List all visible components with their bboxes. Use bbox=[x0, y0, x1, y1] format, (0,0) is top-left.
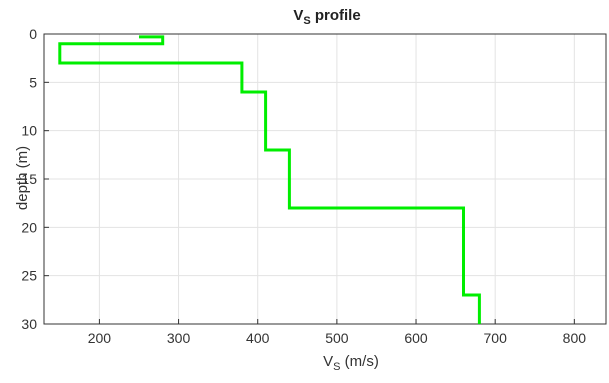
x-tick-label: 400 bbox=[246, 330, 270, 346]
y-tick-label: 0 bbox=[29, 26, 37, 42]
y-tick-label: 15 bbox=[21, 171, 37, 187]
y-axis: 0 5 10 15 20 25 30 bbox=[21, 26, 49, 332]
y-tick-label: 20 bbox=[21, 219, 37, 235]
x-tick-label: 200 bbox=[88, 330, 112, 346]
chart-title: VS profile bbox=[293, 7, 360, 27]
x-axis: 200 300 400 500 600 700 800 bbox=[88, 319, 587, 346]
x-tick-label: 700 bbox=[484, 330, 508, 346]
y-tick-label: 30 bbox=[21, 316, 37, 332]
y-tick-label: 25 bbox=[21, 268, 37, 284]
grid-lines bbox=[44, 33, 606, 325]
x-tick-label: 500 bbox=[325, 330, 349, 346]
x-tick-label: 800 bbox=[563, 330, 587, 346]
x-axis-label: VS (m/s) bbox=[323, 353, 379, 373]
y-axis-label: depth (m) bbox=[14, 146, 31, 210]
x-tick-label: 600 bbox=[404, 330, 428, 346]
vs-profile-line bbox=[58, 35, 481, 324]
x-tick-label: 300 bbox=[167, 330, 191, 346]
y-tick-label: 10 bbox=[21, 123, 37, 139]
y-tick-label: 5 bbox=[29, 74, 37, 90]
